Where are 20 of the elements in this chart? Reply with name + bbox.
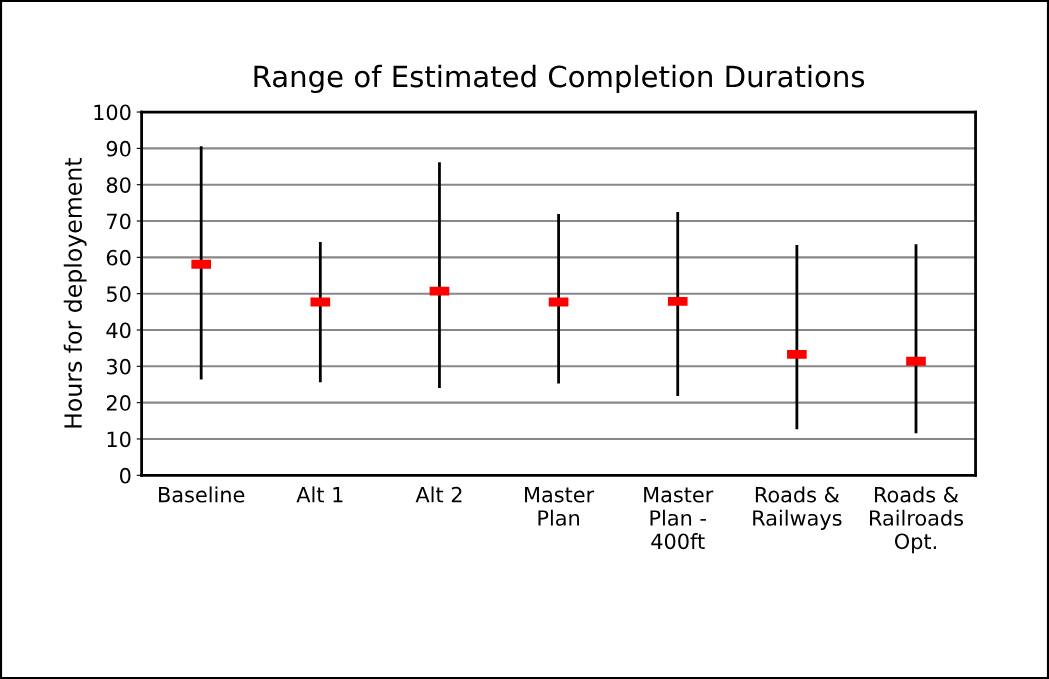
chart-title: Range of Estimated Completion Durations xyxy=(254,64,865,94)
y-tick-label: 30 xyxy=(106,358,131,375)
y-tick-label: 60 xyxy=(106,249,131,266)
x-tick-label: Alt 2 xyxy=(415,486,462,503)
y-tick-label: 40 xyxy=(106,322,131,339)
x-tick-label: Roads & Railroads Opt. xyxy=(870,486,963,554)
y-tick-label: 100 xyxy=(94,104,131,121)
y-tick-label: 70 xyxy=(107,213,131,230)
x-tick-label: Alt 1 xyxy=(296,486,343,503)
y-tick-label: 50 xyxy=(106,286,131,302)
y-tick-label: 20 xyxy=(106,395,131,411)
x-tick-label: Baseline xyxy=(159,486,245,503)
y-tick-label: 10 xyxy=(107,431,131,448)
y-tick-label: 80 xyxy=(106,177,131,193)
y-tick-label: 90 xyxy=(106,140,131,157)
x-tick-label: Roads & Railways xyxy=(753,486,842,530)
y-tick-label: 0 xyxy=(120,467,131,484)
y-axis-title: Hours for deployement xyxy=(63,158,87,428)
x-tick-label: Master Plan - 400ft xyxy=(644,487,714,550)
x-tick-label: Master Plan xyxy=(525,487,595,526)
